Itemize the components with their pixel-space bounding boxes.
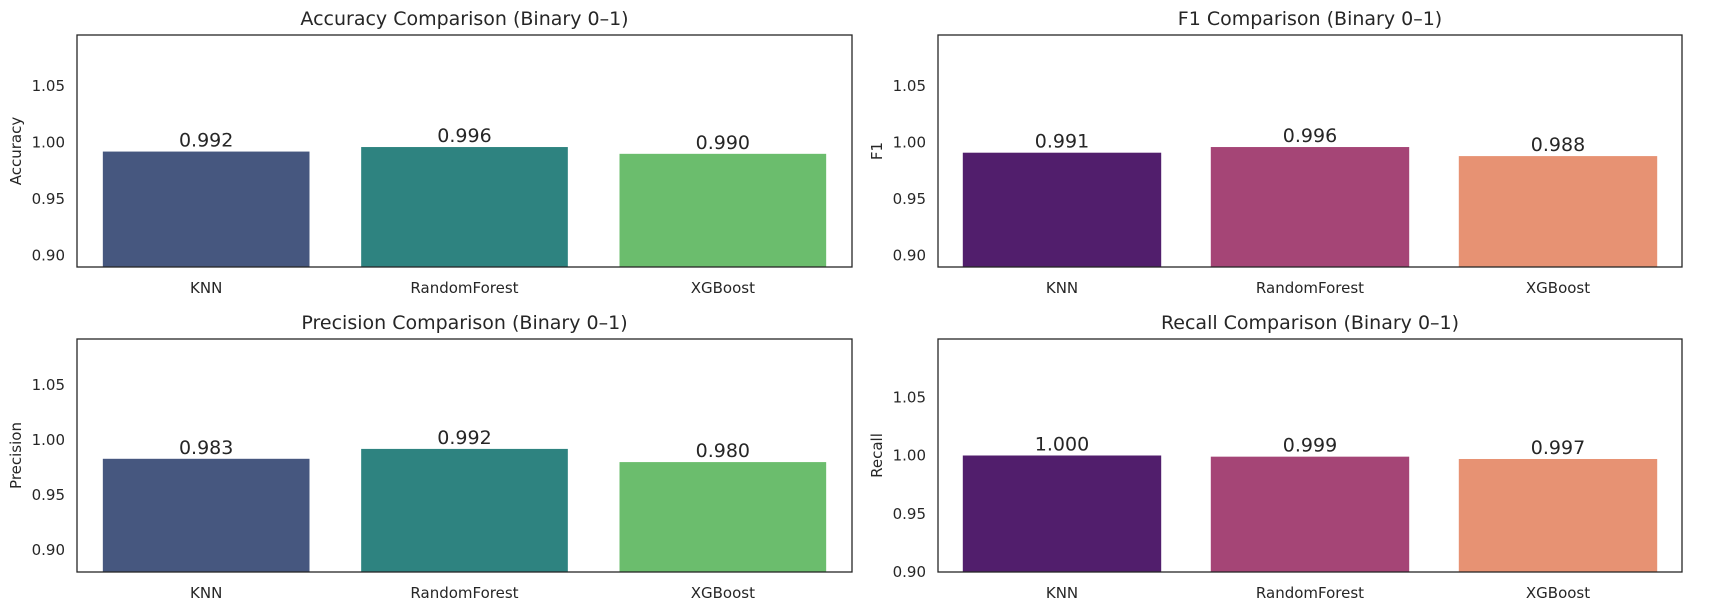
data-label: 0.997: [1531, 437, 1585, 459]
y-axis-label: F1: [868, 142, 886, 160]
data-label: 0.999: [1283, 435, 1337, 457]
y-tick-label: 1.00: [893, 447, 926, 465]
x-tick-label: KNN: [190, 584, 222, 602]
chart-title: Accuracy Comparison (Binary 0–1): [300, 8, 628, 30]
chart-title: F1 Comparison (Binary 0–1): [1178, 8, 1442, 30]
bar-randomforest: [361, 147, 568, 267]
bar-xgboost: [1458, 156, 1658, 267]
bar-knn: [102, 458, 310, 572]
y-tick-label: 0.90: [893, 563, 926, 581]
chart-panel-2: F1 Comparison (Binary 0–1) F1 0.90 0.95 1.00…: [868, 8, 1683, 297]
plot-frame: [76, 338, 853, 573]
bar-randomforest: [1210, 147, 1410, 267]
x-tick-label: RandomForest: [1256, 584, 1364, 602]
data-label: 0.992: [437, 427, 491, 449]
x-tick-label: RandomForest: [1256, 279, 1364, 297]
plot-frame: [76, 34, 853, 268]
bar-knn: [102, 151, 310, 267]
y-tick-label: 1.00: [32, 134, 65, 152]
y-tick-label: 0.95: [893, 190, 926, 208]
y-tick-label: 1.00: [893, 134, 926, 152]
bar-knn: [962, 152, 1162, 267]
x-tick-label: KNN: [190, 279, 222, 297]
chart-panel-3: Precision Comparison (Binary 0–1) Precisi…: [7, 312, 853, 602]
y-axis-label: Accuracy: [7, 117, 25, 186]
plot-frame: [937, 338, 1683, 573]
y-axis-label: Precision: [7, 422, 25, 489]
y-tick-label: 1.05: [893, 77, 926, 95]
y-tick-label: 0.95: [32, 190, 65, 208]
chart-panel-1: Accuracy Comparison (Binary 0–1) Accuracy…: [7, 8, 853, 297]
data-label: 0.983: [179, 437, 233, 459]
y-tick-label: 1.05: [32, 77, 65, 95]
data-label: 0.990: [696, 132, 750, 154]
bar-knn: [962, 455, 1162, 572]
x-tick-label: RandomForest: [410, 279, 518, 297]
chart-title: Precision Comparison (Binary 0–1): [301, 312, 627, 334]
bar-xgboost: [1458, 458, 1658, 572]
y-tick-label: 1.00: [32, 431, 65, 449]
chart-panel-4: Recall Comparison (Binary 0–1) Recall 0.90…: [868, 312, 1683, 602]
x-tick-label: XGBoost: [1526, 279, 1590, 297]
bar-randomforest: [361, 448, 568, 572]
data-label: 0.996: [1283, 125, 1337, 147]
y-tick-label: 1.05: [893, 388, 926, 406]
data-label: 0.991: [1035, 131, 1089, 153]
y-tick-label: 0.90: [32, 247, 65, 265]
data-label: 1.000: [1035, 434, 1089, 456]
plot-frame: [937, 34, 1683, 268]
y-tick-label: 0.90: [32, 541, 65, 559]
y-tick-label: 1.05: [32, 376, 65, 394]
data-label: 0.980: [696, 440, 750, 462]
x-tick-label: XGBoost: [691, 279, 755, 297]
data-label: 0.992: [179, 130, 233, 152]
y-tick-label: 0.90: [893, 247, 926, 265]
y-tick-label: 0.95: [32, 486, 65, 504]
y-tick-label: 0.95: [893, 505, 926, 523]
y-axis-label: Recall: [868, 433, 886, 478]
bar-xgboost: [619, 462, 827, 572]
chart-title: Recall Comparison (Binary 0–1): [1161, 312, 1459, 334]
x-tick-label: XGBoost: [1526, 584, 1590, 602]
data-label: 0.996: [437, 125, 491, 147]
x-tick-label: KNN: [1046, 279, 1078, 297]
x-tick-label: XGBoost: [691, 584, 755, 602]
bar-randomforest: [1210, 456, 1410, 572]
x-tick-label: KNN: [1046, 584, 1078, 602]
bar-xgboost: [619, 153, 827, 267]
x-tick-label: RandomForest: [410, 584, 518, 602]
data-label: 0.988: [1531, 134, 1585, 156]
